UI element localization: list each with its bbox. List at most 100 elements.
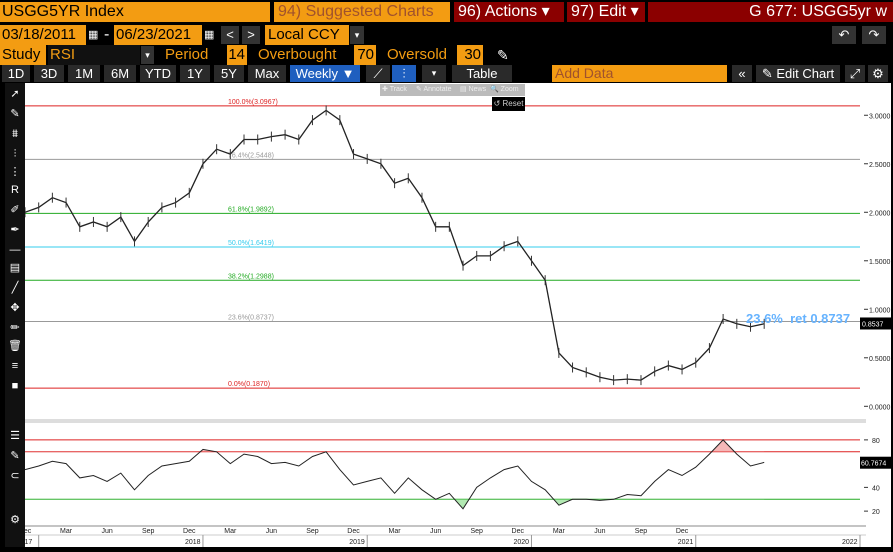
rsi-axis-label: 40 — [872, 485, 880, 492]
resize-icon[interactable]: ⤢ — [845, 65, 865, 82]
redo-icon[interactable]: ↷ — [862, 26, 886, 44]
brush-icon[interactable]: ✐ — [10, 204, 20, 216]
range-1y[interactable]: 1Y — [180, 65, 210, 82]
fib-level-label: 0.0%(0.1870) — [228, 381, 270, 388]
news-button[interactable]: ▤ News — [460, 86, 487, 93]
range-1m[interactable]: 1M — [68, 65, 100, 82]
chart-area[interactable]: 100.0%(3.0967) 76.4%(2.5448) 61.8%(1.9892)… — [17, 83, 866, 547]
range-3d[interactable]: 3D — [34, 65, 64, 82]
channel-icon[interactable]: ▤ — [9, 262, 21, 274]
price-axis-label: 3.0000 — [869, 113, 891, 120]
range-6m[interactable]: 6M — [104, 65, 136, 82]
study-label: Study — [0, 45, 46, 65]
chevron-down-icon: ▾ — [541, 3, 550, 20]
fib-arc-icon[interactable]: ⋮ — [9, 166, 21, 178]
rsi-overbought-fill — [25, 439, 765, 452]
x-month-label: Jun — [266, 528, 277, 535]
fib-level-label: 23.6%(0.8737) — [228, 315, 274, 322]
track-button[interactable]: ✚ Track — [382, 86, 407, 93]
chart-svg: 100.0%(3.0967) 76.4%(2.5448) 61.8%(1.9892)… — [17, 99, 866, 547]
x-month-label: Jun — [430, 528, 441, 535]
calendar-icon[interactable]: ▦ — [204, 29, 215, 41]
panel-divider — [25, 419, 866, 423]
annotate-icon[interactable]: ✎ — [10, 450, 20, 462]
price-axis-label: 0.5000 — [869, 356, 891, 363]
cursor-icon[interactable]: ➚ — [10, 88, 20, 100]
x-month-label: Mar — [60, 528, 73, 535]
draw-icon[interactable]: ✎ — [10, 108, 20, 120]
price-axis-label: 1.0000 — [869, 307, 891, 314]
fib-tool-icon[interactable]: ⩩ — [12, 128, 18, 140]
ticker-field[interactable]: USGG5YR Index — [0, 2, 270, 22]
oversold-input[interactable]: 30 — [457, 45, 483, 65]
axis-svg: 3.0000 2.5000 2.0000 1.5000 1.0000 0.5000 0.00… — [860, 113, 893, 516]
fib-level-label: 38.2%(1.2988) — [228, 273, 274, 280]
pen-icon[interactable]: ✏ — [10, 322, 20, 334]
table-button[interactable]: Table — [452, 65, 512, 82]
line-width-icon[interactable]: ≡ — [11, 360, 19, 372]
move-icon[interactable]: ✥ — [10, 302, 20, 314]
rsi-oversold-fill — [25, 499, 765, 509]
collapse-icon[interactable]: « — [732, 65, 752, 82]
currency-select[interactable]: Local CCY — [265, 25, 349, 45]
date-separator: - — [104, 26, 110, 43]
period-label: Period — [165, 46, 209, 63]
next-period-button[interactable]: > — [242, 26, 260, 44]
range-1d[interactable]: 1D — [2, 65, 30, 82]
fib-fan-icon[interactable]: ⫶ — [13, 148, 17, 160]
bar-chart-icon[interactable]: ⫶ — [392, 65, 416, 82]
add-data-input[interactable]: Add Data — [552, 65, 727, 82]
x-year-label: 2018 — [185, 539, 201, 546]
start-date-field[interactable]: 03/18/2011 — [0, 25, 86, 45]
undo-icon[interactable]: ↶ — [832, 26, 856, 44]
window-title: G 677: USGG5yr w — [648, 2, 893, 22]
last-rsi-tag — [860, 456, 893, 469]
x-year-label: 2017 — [25, 539, 32, 546]
prev-period-button[interactable]: < — [221, 26, 239, 44]
study-select[interactable]: RSI — [48, 45, 140, 65]
range-5y[interactable]: 5Y — [214, 65, 244, 82]
x-year-label: 2022 — [842, 539, 858, 546]
pencil-icon[interactable]: ✎ — [497, 47, 509, 63]
gear-icon[interactable]: ⚙ — [868, 65, 888, 82]
marker-icon[interactable]: ✒ — [10, 224, 20, 236]
line-chart-icon[interactable]: ⟋ — [366, 65, 390, 82]
frequency-select[interactable]: Weekly ▼ — [290, 65, 360, 82]
horizontal-line-icon[interactable]: — — [9, 244, 21, 256]
line-tool-icon[interactable]: ╱ — [11, 282, 19, 294]
rsi-series-line — [24, 439, 765, 510]
study-dropdown-icon[interactable]: ▾ — [141, 46, 154, 64]
price-axis-label: 2.5000 — [869, 162, 891, 169]
magnet-icon[interactable]: ⊂ — [10, 470, 20, 482]
end-date-field[interactable]: 06/23/2021 — [114, 25, 202, 45]
period-input[interactable]: 14 — [227, 45, 247, 65]
price-axis-label: 0.0000 — [869, 404, 891, 411]
zoom-button[interactable]: 🔍 Zoom — [490, 86, 519, 93]
settings-icon[interactable]: ☰ — [10, 430, 20, 442]
currency-dropdown-icon[interactable]: ▾ — [350, 26, 364, 44]
overbought-input[interactable]: 70 — [354, 45, 376, 65]
reset-button[interactable]: ↺ Reset — [492, 97, 525, 111]
suggested-charts-button[interactable]: 94) Suggested Charts — [274, 2, 450, 22]
last-price-tag — [860, 317, 893, 330]
calendar-icon[interactable]: ▦ — [88, 29, 99, 41]
fib-level-label: 61.8%(1.9892) — [228, 206, 274, 213]
retracement-icon[interactable]: R — [11, 184, 19, 196]
range-ytd[interactable]: YTD — [140, 65, 176, 82]
gear-icon[interactable]: ⚙ — [10, 514, 20, 526]
actions-menu[interactable]: 96) Actions ▾ — [454, 2, 564, 22]
edit-chart-button[interactable]: ✎ Edit Chart — [756, 65, 840, 82]
x-month-label: Sep — [142, 528, 155, 535]
edit-menu[interactable]: 97) Edit ▾ — [567, 2, 645, 22]
chart-type-dropdown-icon[interactable]: ▾ — [422, 65, 446, 82]
oversold-label: Oversold — [387, 46, 448, 63]
left-toolbar: ➚ ✎ ⩩ ⫶ ⋮ R ✐ ✒ — ▤ ╱ ✥ ✏ 🗑 ≡ ■ ☰ ✎ ⊂ ⚙ — [5, 83, 25, 547]
annotate-button[interactable]: ✎ Annotate — [416, 86, 452, 93]
trash-icon[interactable]: 🗑 — [8, 340, 22, 352]
x-month-label: Jun — [101, 528, 112, 535]
mini-toolbar: ✚ Track ✎ Annotate ▤ News 🔍 Zoom — [380, 84, 525, 96]
rsi-axis-label: 80 — [872, 438, 880, 445]
last-price-label: 0.8537 — [862, 321, 884, 328]
color-swatch-icon[interactable]: ■ — [11, 380, 19, 392]
range-max[interactable]: Max — [248, 65, 286, 82]
